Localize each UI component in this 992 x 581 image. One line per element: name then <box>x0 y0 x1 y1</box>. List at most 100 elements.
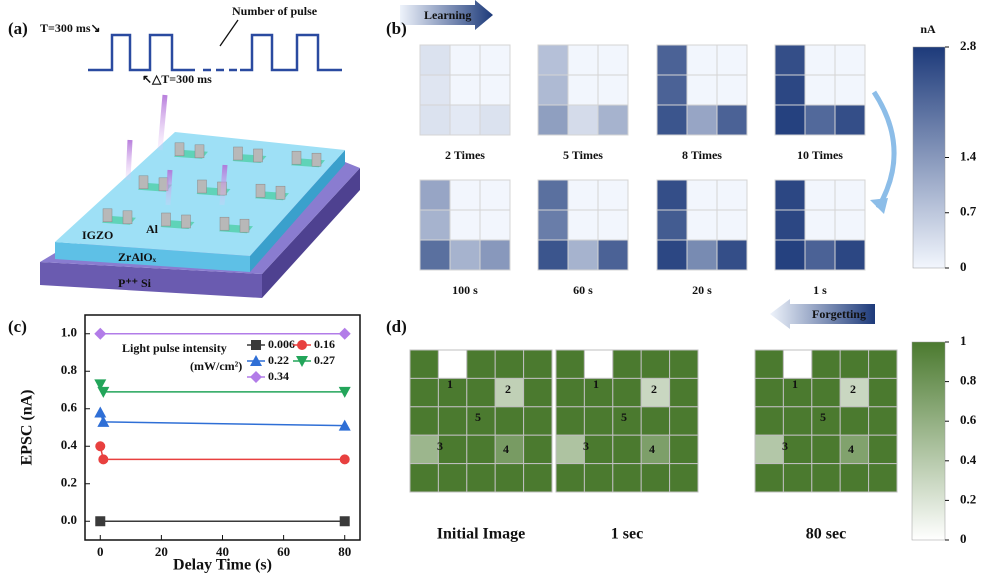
heatmap-cell <box>613 435 641 463</box>
heatmap-cell <box>775 210 805 240</box>
heatmap-cell <box>556 407 584 435</box>
light-beam <box>222 165 225 205</box>
heatmap-cell <box>450 180 480 210</box>
heatmap-cell <box>869 378 897 406</box>
heatmap-cell <box>613 350 641 378</box>
panel-caption: Initial Image <box>437 526 525 543</box>
light-beam <box>168 170 170 205</box>
al-electrode <box>234 147 243 160</box>
legend-marker <box>297 340 307 350</box>
heatmap-cell <box>410 378 438 406</box>
heatmap-cell <box>410 350 438 378</box>
series-line <box>100 413 344 426</box>
cycle-arrow <box>874 92 894 208</box>
al-electrode <box>123 211 132 224</box>
heatmap-cell <box>840 407 868 435</box>
x-tick-label: 20 <box>155 544 168 559</box>
marker <box>95 516 105 526</box>
heatmap-cell <box>835 105 865 135</box>
y-tick-label: 1.0 <box>61 325 77 340</box>
forgetting-label: Forgetting <box>812 307 866 321</box>
heatmap-cell <box>687 240 717 270</box>
x-tick-label: 0 <box>97 544 104 559</box>
cell-label: 1 <box>792 377 798 391</box>
heatmap-cell <box>657 180 687 210</box>
heatmap-cell <box>717 45 747 75</box>
pulse-width-label: T=300 ms↘ <box>40 21 101 35</box>
heatmap-cell <box>657 45 687 75</box>
heatmap-cell <box>467 350 495 378</box>
heatmap-cell <box>584 407 612 435</box>
colorbar-tick-label: 0.4 <box>960 452 977 467</box>
heatmap-cell <box>598 180 628 210</box>
material-label: Al <box>146 222 159 236</box>
y-tick-label: 0.8 <box>61 362 78 377</box>
light-beam <box>128 140 130 180</box>
cell-label: 3 <box>782 439 788 453</box>
heatmap-cell <box>556 464 584 492</box>
al-electrode <box>220 217 229 230</box>
heatmap-cell <box>556 350 584 378</box>
heatmap-cell <box>670 350 698 378</box>
heatmap-cell <box>495 350 523 378</box>
heatmap-cell <box>495 464 523 492</box>
heatmap-cell <box>495 407 523 435</box>
cell-label: 4 <box>649 442 655 456</box>
marker <box>98 454 108 464</box>
legend-unit: (mW/cm²) <box>190 359 242 373</box>
heatmap-cell <box>805 240 835 270</box>
heatmap-cell <box>598 75 628 105</box>
heatmap-cell <box>538 180 568 210</box>
heatmap-cell <box>805 45 835 75</box>
heatmap-cell <box>438 464 466 492</box>
al-electrode <box>195 145 204 158</box>
panel-caption: 2 Times <box>445 148 485 162</box>
heatmap-cell <box>524 464 552 492</box>
al-electrode <box>139 176 148 189</box>
heatmap-cell <box>717 240 747 270</box>
heatmap-cell <box>755 407 783 435</box>
al-electrode <box>182 215 191 228</box>
legend-label: 0.006 <box>268 337 295 351</box>
heatmap-cell <box>613 407 641 435</box>
panel-caption: 60 s <box>573 283 593 297</box>
heatmap-cell <box>869 350 897 378</box>
heatmap-cell <box>538 45 568 75</box>
cell-label: 4 <box>503 442 509 456</box>
cell-label: 2 <box>850 382 856 396</box>
panel-label: (b) <box>386 19 407 38</box>
panel-label: (d) <box>386 317 407 336</box>
heatmap-cell <box>584 350 612 378</box>
legend-label: 0.16 <box>314 337 335 351</box>
heatmap-cell <box>835 210 865 240</box>
marker <box>95 441 105 451</box>
figure: (a) T=300 ms↘ Number of pulse ↖△T=300 ms… <box>0 0 992 581</box>
heatmap-cell <box>717 105 747 135</box>
heatmap-cell <box>835 240 865 270</box>
heatmap-cell <box>524 378 552 406</box>
colorbar-tick-label: 0.6 <box>960 412 977 427</box>
heatmap-cell <box>835 75 865 105</box>
heatmap-cell <box>584 464 612 492</box>
colorbar-tick-label: 0.8 <box>960 373 977 388</box>
heatmap-cell <box>812 464 840 492</box>
panel-label: (a) <box>8 19 28 38</box>
heatmap-cell <box>641 464 669 492</box>
learning-label: Learning <box>424 8 471 22</box>
y-tick-label: 0.6 <box>61 400 78 415</box>
y-tick-label: 0.4 <box>61 437 78 452</box>
heatmap-cell <box>538 75 568 105</box>
al-electrode <box>198 180 207 193</box>
al-electrode <box>292 151 301 164</box>
heatmap-cell <box>687 45 717 75</box>
cell-label: 4 <box>848 442 854 456</box>
heatmap-cell <box>869 435 897 463</box>
heatmap-cell <box>805 75 835 105</box>
heatmap-cell <box>410 407 438 435</box>
al-electrode <box>240 219 249 232</box>
heatmap-cell <box>524 435 552 463</box>
marker <box>94 407 106 418</box>
heatmap-cell <box>410 464 438 492</box>
colorbar-tick-label: 0 <box>960 531 967 546</box>
cell-label: 3 <box>437 439 443 453</box>
